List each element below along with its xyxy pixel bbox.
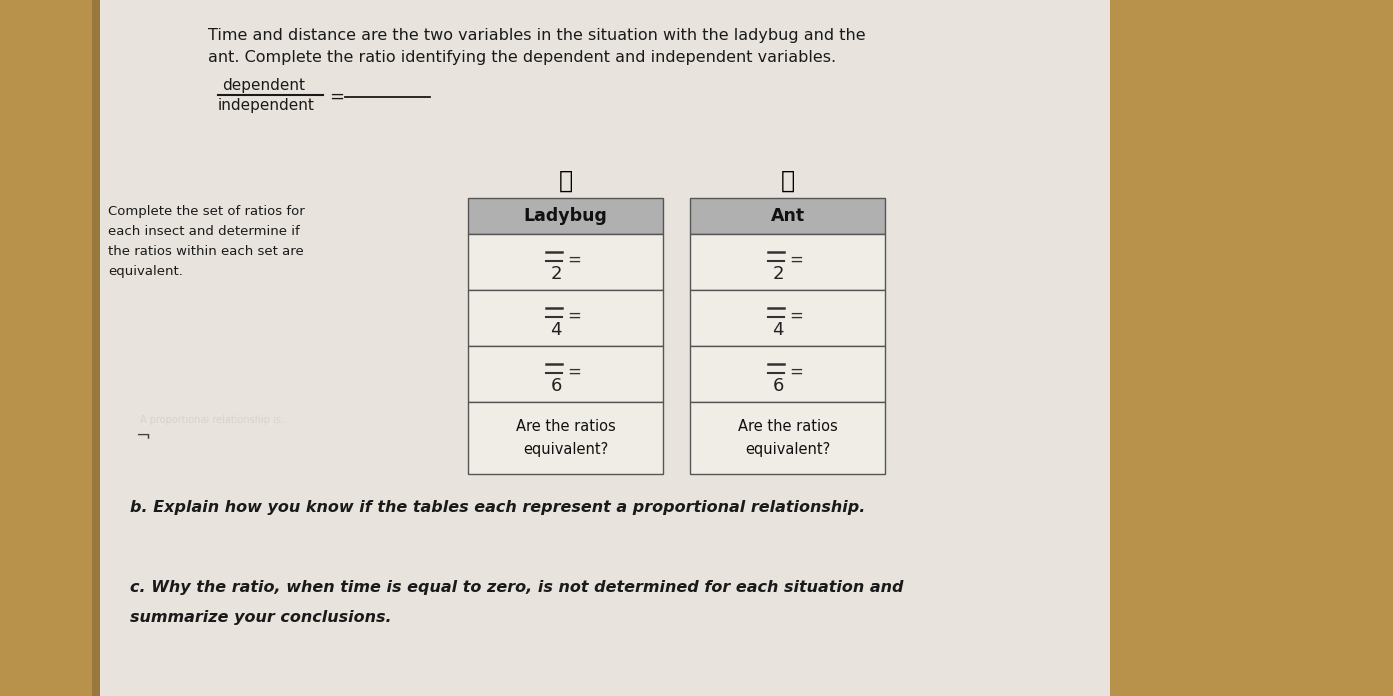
Bar [468,346,663,402]
Text: 🐞: 🐞 [559,169,573,193]
Text: 2: 2 [550,265,561,283]
Text: =: = [329,88,344,106]
Bar [468,234,663,290]
Text: b. Explain how you know if the tables each represent a proportional relationship: b. Explain how you know if the tables ea… [130,500,865,515]
Text: Complete the set of ratios for
each insect and determine if
the ratios within ea: Complete the set of ratios for each inse… [109,205,305,278]
Bar [468,402,663,474]
Text: Time and distance are the two variables in the situation with the ladybug and th: Time and distance are the two variables … [208,28,865,43]
Text: =: = [567,363,581,381]
Text: =: = [790,307,804,325]
Bar [100,0,1110,696]
Text: 4: 4 [550,321,561,339]
Bar [92,0,100,696]
Bar [468,198,663,234]
Text: 6: 6 [550,377,561,395]
Text: =: = [567,307,581,325]
Text: =: = [790,251,804,269]
Text: A proportional relationship is...: A proportional relationship is... [141,415,290,425]
Text: =: = [567,251,581,269]
Text: Are the ratios
equivalent?: Are the ratios equivalent? [515,420,616,457]
Text: ¬: ¬ [135,426,150,444]
Bar [690,290,885,346]
Bar [690,234,885,290]
Bar [690,198,885,234]
Text: 2: 2 [773,265,784,283]
Text: Are the ratios
equivalent?: Are the ratios equivalent? [738,420,837,457]
Text: 6: 6 [773,377,784,395]
Text: ant. Complete the ratio identifying the dependent and independent variables.: ant. Complete the ratio identifying the … [208,50,836,65]
Text: summarize your conclusions.: summarize your conclusions. [130,610,391,625]
Text: 4: 4 [773,321,784,339]
Text: independent: independent [217,98,315,113]
Bar [468,290,663,346]
Text: =: = [790,363,804,381]
Text: Ant: Ant [770,207,805,225]
Bar [690,346,885,402]
Bar [690,402,885,474]
Text: 🐜: 🐜 [780,169,794,193]
Text: Ladybug: Ladybug [524,207,607,225]
Text: c. Why the ratio, when time is equal to zero, is not determined for each situati: c. Why the ratio, when time is equal to … [130,580,904,595]
Text: dependent: dependent [221,78,305,93]
